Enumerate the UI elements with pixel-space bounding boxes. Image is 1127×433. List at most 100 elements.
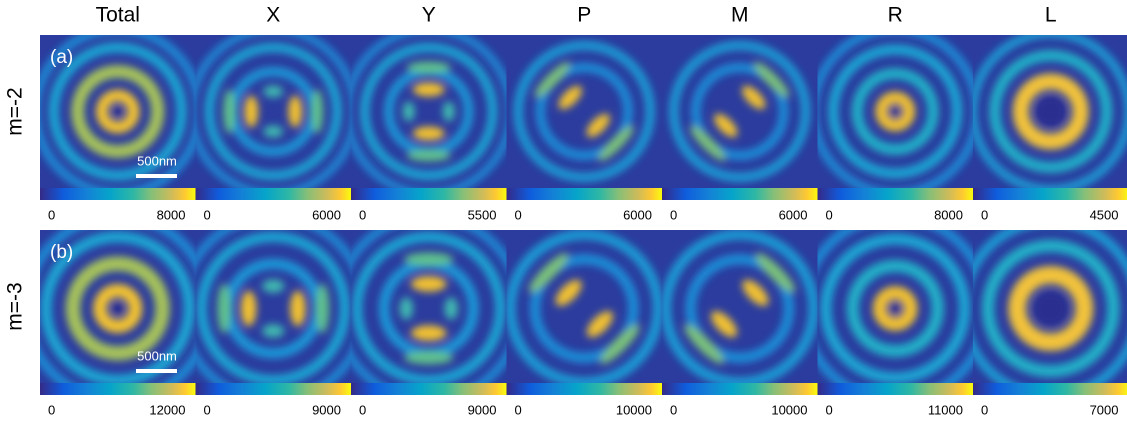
ring xyxy=(828,44,963,179)
intensity-map xyxy=(506,230,662,383)
column-header: M xyxy=(731,4,749,27)
lobe xyxy=(262,279,285,293)
center xyxy=(1034,95,1067,128)
center xyxy=(889,105,902,118)
colorbar xyxy=(351,383,507,395)
colorbar xyxy=(662,383,818,395)
lobe xyxy=(742,279,769,306)
map-background xyxy=(351,35,507,188)
ring xyxy=(506,230,662,383)
column-header: P xyxy=(577,4,591,27)
map-pattern xyxy=(817,35,973,188)
map-pattern xyxy=(662,230,818,383)
colorbar-max: 10000 xyxy=(771,402,807,417)
colorbar-max: 12000 xyxy=(149,402,185,417)
ring xyxy=(513,41,655,182)
ring xyxy=(872,286,918,331)
colorbar xyxy=(506,188,662,200)
lobe xyxy=(412,126,445,141)
lobe xyxy=(444,297,458,320)
intensity-map xyxy=(817,230,973,383)
ring xyxy=(691,63,789,160)
colorbar-min: 0 xyxy=(826,402,833,417)
colorbar-max: 9000 xyxy=(468,402,497,417)
lobe xyxy=(755,253,796,293)
lobe xyxy=(534,62,570,97)
colorbar-min: 0 xyxy=(204,402,211,417)
lobe xyxy=(311,89,324,134)
colorbar xyxy=(817,383,973,395)
map-background xyxy=(506,35,662,188)
colorbar-max: 6000 xyxy=(312,207,341,222)
colorbar-min: 0 xyxy=(204,207,211,222)
row-label: m=-3 xyxy=(4,282,27,330)
colorbar-max: 10000 xyxy=(616,402,652,417)
map-pattern xyxy=(973,35,1127,188)
map-pattern xyxy=(669,41,811,182)
intensity-map xyxy=(40,35,196,188)
ring xyxy=(93,283,143,334)
lobe xyxy=(262,324,285,338)
map-pattern xyxy=(195,35,351,188)
row-label: m=-2 xyxy=(4,87,27,135)
center xyxy=(888,301,902,316)
lobe xyxy=(412,82,445,97)
ring xyxy=(352,231,506,383)
intensity-map xyxy=(973,35,1127,188)
lobe xyxy=(742,85,766,110)
center xyxy=(111,301,125,316)
intensity-map xyxy=(351,35,507,188)
panel-label: (a) xyxy=(50,47,73,68)
colorbar xyxy=(195,188,351,200)
lobe xyxy=(558,85,582,110)
lobe xyxy=(244,95,259,128)
intensity-map xyxy=(662,230,818,383)
ring xyxy=(40,231,196,383)
ring xyxy=(95,89,140,134)
colorbar-max: 8000 xyxy=(157,207,186,222)
colorbar-min: 0 xyxy=(359,207,366,222)
lobe xyxy=(710,311,738,338)
ring xyxy=(360,43,498,180)
lobe xyxy=(288,95,303,128)
column-header: X xyxy=(266,4,280,27)
column-header: Total xyxy=(96,4,140,27)
lobe xyxy=(754,62,790,97)
map-pattern xyxy=(351,230,507,383)
lobe xyxy=(406,149,451,162)
lobe xyxy=(586,311,614,338)
column-header: R xyxy=(888,4,903,27)
lobe xyxy=(290,290,306,327)
ring xyxy=(685,254,795,363)
lobe xyxy=(404,252,454,266)
lobe xyxy=(402,101,415,122)
lobe xyxy=(404,351,454,365)
colorbar xyxy=(40,383,196,395)
colorbar-max: 6000 xyxy=(779,207,808,222)
colorbar-min: 0 xyxy=(48,402,55,417)
center xyxy=(1032,290,1069,327)
lobe xyxy=(684,324,724,364)
colorbar-max: 7000 xyxy=(1090,402,1119,417)
colorbar-min: 0 xyxy=(670,402,677,417)
lobe xyxy=(528,253,569,293)
ring xyxy=(48,42,187,181)
colorbar-min: 0 xyxy=(981,402,988,417)
ring xyxy=(204,43,342,180)
ring xyxy=(529,254,639,363)
ring xyxy=(981,239,1120,378)
map-pattern xyxy=(40,35,196,188)
colorbar-max: 6000 xyxy=(623,207,652,222)
ring xyxy=(65,256,170,361)
colorbar-min: 0 xyxy=(359,402,366,417)
colorbar-max: 8000 xyxy=(934,207,963,222)
lobe xyxy=(690,126,726,161)
intensity-map xyxy=(40,230,196,383)
ring xyxy=(71,65,165,158)
scale-bar xyxy=(136,369,177,373)
scale-bar-label: 500nm xyxy=(137,348,177,363)
map-background xyxy=(662,35,818,188)
colorbar xyxy=(662,188,818,200)
intensity-map xyxy=(817,35,973,188)
